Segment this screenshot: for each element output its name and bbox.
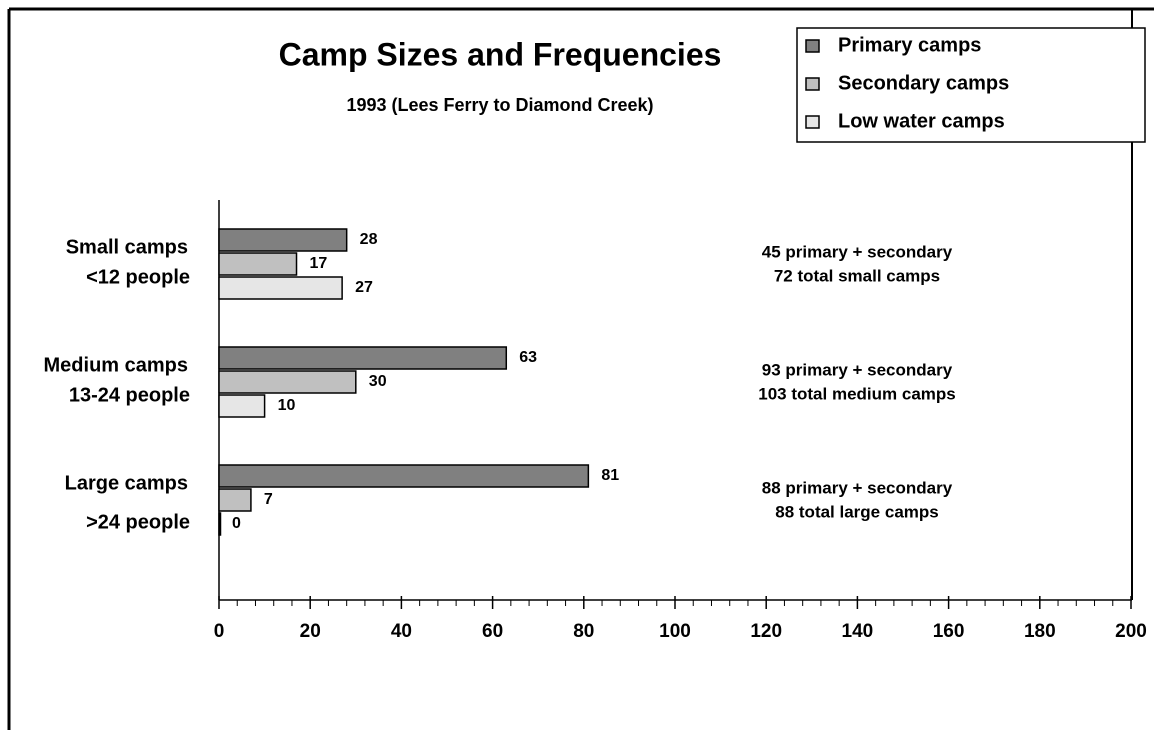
value-label: 27: [355, 279, 373, 296]
value-label: 30: [369, 373, 387, 390]
category-note: >24 people: [86, 511, 190, 533]
value-label: 63: [519, 349, 537, 366]
legend-label: Low water camps: [838, 110, 1005, 132]
x-tick-label: 120: [750, 621, 782, 642]
value-label: 28: [360, 231, 378, 248]
category-label: Small camps: [66, 236, 188, 258]
x-tick-label: 20: [300, 621, 321, 642]
category-label: Medium camps: [44, 354, 188, 376]
value-label: 81: [601, 467, 619, 484]
bar: [218, 394, 266, 418]
legend-label: Primary camps: [838, 34, 981, 56]
x-tick-label: 200: [1115, 621, 1147, 642]
annotation: 103 total medium camps: [758, 384, 955, 403]
value-label: 0: [232, 515, 241, 532]
category-label: Large camps: [65, 472, 188, 494]
bar: [218, 370, 357, 394]
value-label: 17: [310, 255, 328, 272]
x-tick-label: 60: [482, 621, 503, 642]
legend-swatch: [805, 115, 820, 129]
value-label: 7: [264, 491, 273, 508]
legend-swatch: [805, 39, 820, 53]
legend-swatch: [805, 77, 820, 91]
legend-label: Secondary camps: [838, 72, 1009, 94]
category-note: <12 people: [86, 266, 190, 288]
chart-subtitle: 1993 (Lees Ferry to Diamond Creek): [346, 95, 653, 115]
x-tick-label: 0: [214, 621, 225, 642]
bar: [218, 488, 252, 512]
annotation: 88 primary + secondary: [762, 478, 953, 497]
x-tick-label: 180: [1024, 621, 1056, 642]
bar: [218, 464, 590, 488]
x-tick-label: 40: [391, 621, 412, 642]
x-tick-label: 140: [842, 621, 874, 642]
legend: [796, 27, 1146, 143]
category-note: 13-24 people: [69, 384, 190, 406]
annotation: 93 primary + secondary: [762, 360, 953, 379]
bar: [218, 512, 222, 536]
x-tick-label: 160: [933, 621, 965, 642]
chart-title: Camp Sizes and Frequencies: [279, 36, 722, 72]
bar: [218, 276, 343, 300]
bar: [218, 228, 348, 252]
value-label: 10: [278, 397, 296, 414]
annotation: 72 total small camps: [774, 266, 940, 285]
annotation: 45 primary + secondary: [762, 242, 953, 261]
x-tick-label: 80: [573, 621, 594, 642]
x-tick-label: 100: [659, 621, 691, 642]
bar: [218, 346, 508, 370]
annotation: 88 total large camps: [775, 502, 938, 521]
bar: [218, 252, 298, 276]
